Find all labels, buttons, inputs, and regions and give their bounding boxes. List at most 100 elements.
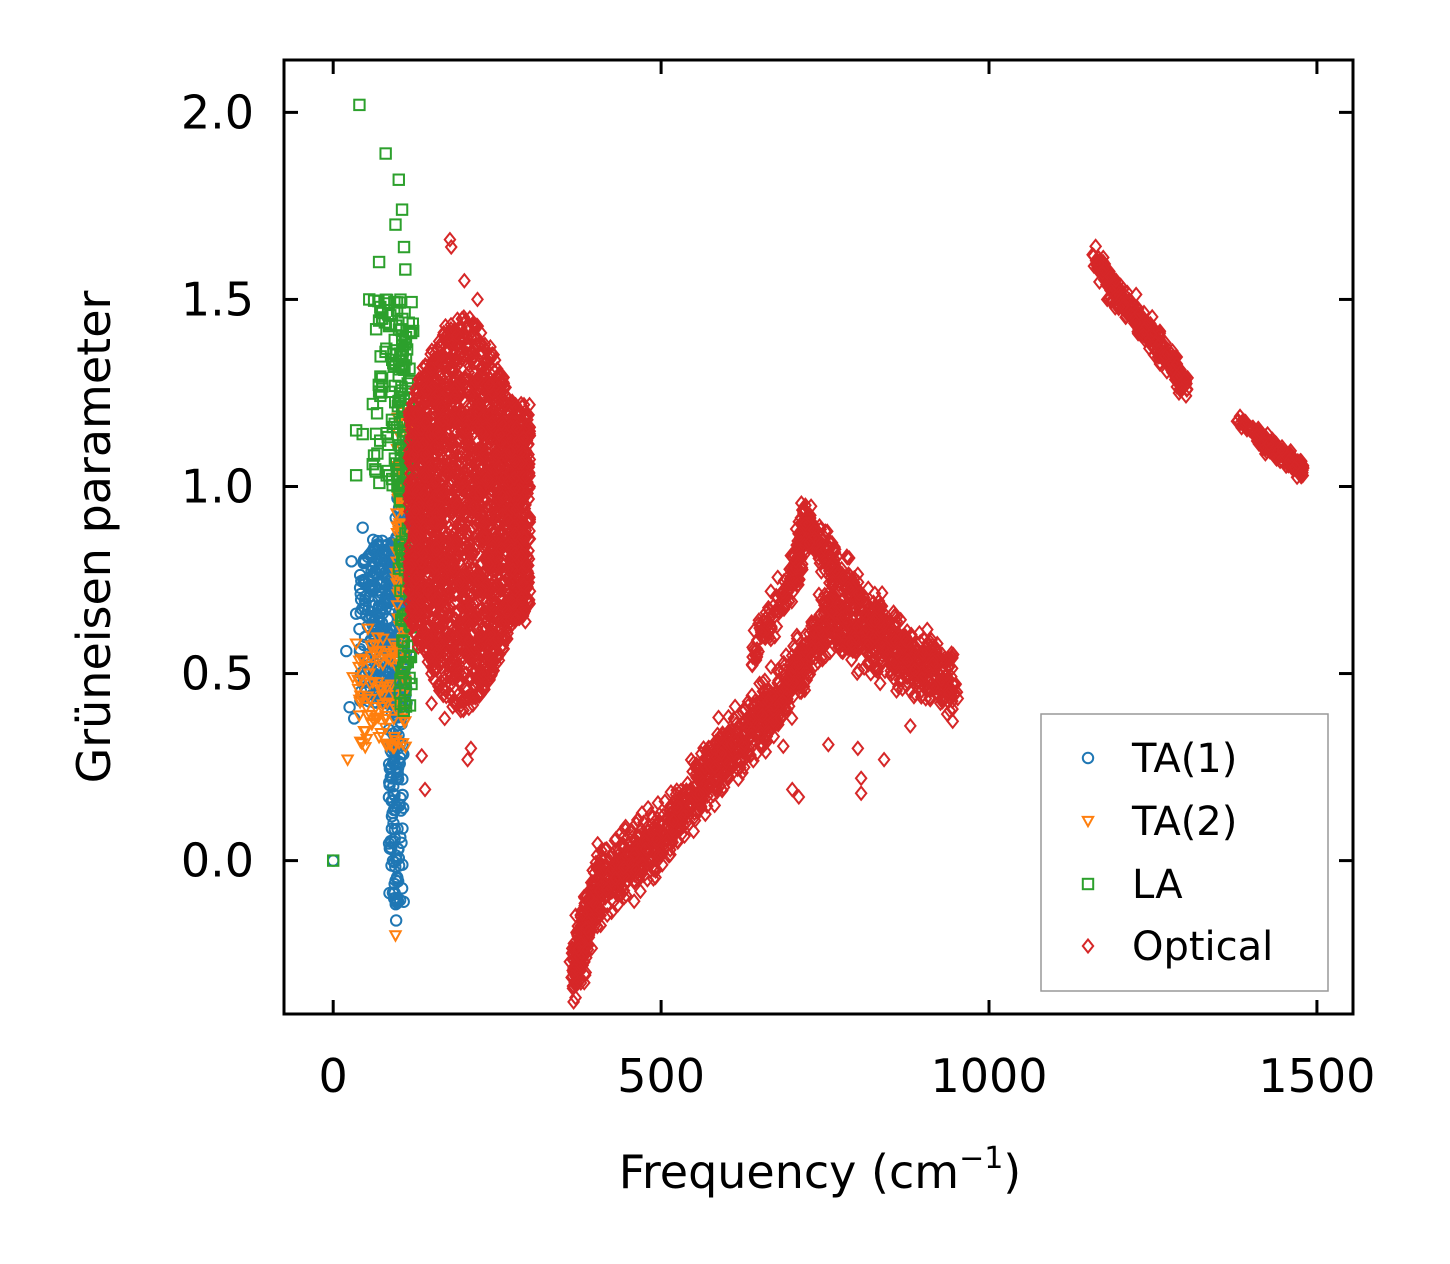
- data-point-ta2: [397, 716, 412, 730]
- data-point-optical: [611, 896, 625, 913]
- data-point-ta2: [362, 668, 377, 681]
- data-point-optical: [428, 472, 442, 490]
- data-point-optical: [886, 657, 900, 675]
- data-point-optical: [450, 629, 464, 646]
- data-point-optical: [618, 821, 632, 838]
- data-point-optical: [483, 626, 497, 643]
- data-point-optical: [404, 602, 418, 619]
- data-point-optical: [430, 537, 444, 555]
- data-point-ta2: [381, 653, 396, 666]
- data-point-optical: [509, 397, 523, 415]
- data-point-optical: [436, 326, 450, 344]
- data-point-la: [363, 293, 376, 306]
- data-point-optical: [721, 726, 734, 743]
- data-point-optical: [414, 420, 428, 437]
- data-point-optical: [850, 643, 864, 661]
- data-point-optical: [655, 856, 669, 873]
- data-point-optical: [453, 572, 467, 589]
- data-point-optical: [429, 407, 443, 424]
- data-point-optical: [741, 693, 755, 710]
- data-point-optical: [475, 581, 489, 599]
- data-point-optical: [518, 601, 532, 618]
- data-point-optical: [696, 752, 710, 770]
- data-point-optical: [515, 454, 529, 472]
- data-point-la: [392, 173, 405, 186]
- data-point-ta2: [352, 694, 367, 708]
- data-point-ta1: [396, 822, 409, 835]
- data-point-optical: [417, 520, 431, 537]
- data-point-optical: [646, 870, 660, 887]
- data-point-optical: [935, 664, 949, 681]
- data-point-optical: [522, 479, 536, 497]
- data-point-optical: [476, 410, 490, 427]
- data-point-optical: [492, 458, 506, 475]
- data-point-optical: [567, 993, 581, 1011]
- data-point-optical: [448, 404, 462, 421]
- data-point-optical: [501, 512, 515, 529]
- data-point-ta2: [391, 526, 406, 539]
- data-point-optical: [403, 504, 417, 521]
- data-point-la: [369, 323, 383, 336]
- data-point-optical: [486, 538, 500, 556]
- data-point-optical: [464, 597, 478, 614]
- data-point-optical: [494, 540, 508, 558]
- data-point-ta1: [387, 780, 400, 793]
- data-point-optical: [569, 907, 583, 924]
- data-point-optical: [450, 455, 464, 472]
- data-point-optical: [697, 740, 711, 757]
- data-point-ta1: [340, 644, 353, 658]
- data-point-optical: [508, 479, 522, 497]
- data-point-optical: [469, 373, 483, 390]
- data-point-optical: [767, 728, 781, 745]
- data-point-optical: [418, 468, 432, 485]
- data-point-optical: [431, 620, 445, 637]
- data-point-ta1: [390, 800, 403, 813]
- data-point-optical: [471, 369, 485, 386]
- data-point-optical: [521, 557, 535, 574]
- data-point-optical: [424, 360, 438, 378]
- data-point-optical: [466, 499, 480, 516]
- data-point-optical: [850, 664, 864, 682]
- data-point-optical: [494, 615, 508, 632]
- data-point-optical: [941, 649, 955, 667]
- data-point-ta1: [357, 555, 370, 568]
- data-point-ta2: [349, 638, 364, 651]
- data-point-optical: [404, 465, 418, 482]
- data-point-optical: [484, 594, 498, 611]
- data-point-optical: [436, 567, 450, 584]
- data-point-optical: [414, 457, 428, 474]
- data-point-optical: [481, 555, 495, 573]
- data-point-la: [393, 439, 406, 452]
- data-point-optical: [508, 545, 522, 562]
- data-point-optical: [471, 463, 485, 481]
- data-point-optical: [776, 738, 790, 755]
- data-point-la: [381, 438, 395, 451]
- data-point-la: [356, 427, 369, 441]
- data-point-optical: [455, 351, 469, 368]
- data-point-optical: [658, 793, 672, 810]
- data-point-optical: [424, 665, 438, 682]
- data-point-optical: [785, 710, 799, 727]
- data-point-optical: [512, 454, 526, 472]
- data-point-ta1: [389, 874, 402, 887]
- data-point-optical: [797, 678, 811, 695]
- data-point-optical: [468, 316, 482, 334]
- data-point-optical: [459, 464, 473, 481]
- data-point-optical: [411, 405, 424, 422]
- data-point-ta2: [389, 508, 404, 521]
- data-point-optical: [633, 883, 647, 900]
- data-point-optical: [456, 638, 470, 656]
- data-point-optical: [712, 709, 726, 726]
- data-point-la: [375, 372, 389, 385]
- data-point-la: [399, 263, 412, 276]
- data-point-la: [349, 424, 363, 437]
- data-point-optical: [466, 687, 480, 704]
- data-point-ta1: [379, 540, 392, 553]
- data-point-optical: [462, 434, 476, 451]
- data-point-optical: [473, 638, 487, 655]
- data-point-ta2: [370, 632, 385, 645]
- data-point-optical: [910, 675, 924, 692]
- data-point-optical: [480, 664, 494, 681]
- data-point-optical: [411, 638, 425, 656]
- data-point-optical: [492, 470, 506, 488]
